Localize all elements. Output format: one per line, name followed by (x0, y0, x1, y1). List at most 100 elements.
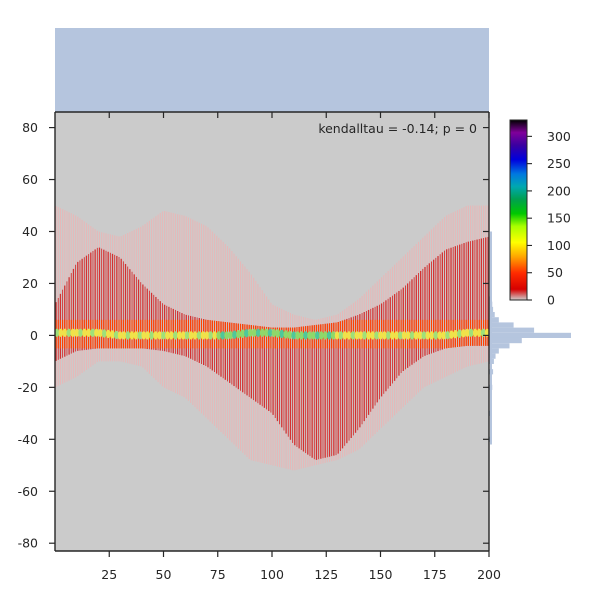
density-core-hexagon (255, 328, 261, 337)
density-core-hexagon (236, 330, 241, 339)
x-tick-label: 25 (101, 567, 117, 582)
colorbar-tick-label: 250 (547, 156, 571, 171)
colorbar-gradient (509, 119, 528, 301)
density-core-hexagon (176, 331, 182, 340)
hexbin-density (55, 205, 489, 471)
density-core-hexagon (90, 328, 95, 337)
density-core-hexagon (315, 331, 320, 340)
y-tick-label: -80 (18, 536, 38, 551)
marginal-y-histogram (489, 231, 571, 445)
density-core-hexagon (437, 331, 442, 340)
density-core-hexagon (409, 331, 415, 340)
density-core-hexagon (303, 331, 308, 340)
density-core-hexagon (326, 331, 332, 340)
density-core-hexagon (82, 328, 87, 337)
density-core-hexagon (232, 330, 237, 339)
density-core-hexagon (86, 328, 91, 337)
colorbar-tick-label: 150 (547, 211, 571, 226)
marginal-y-bar (489, 436, 491, 442)
density-core-hexagon (62, 328, 68, 337)
marginal-y-bar (489, 353, 496, 359)
density-core-hexagon (188, 331, 194, 340)
density-core-hexagon (78, 328, 83, 337)
colorbar-tick-label: 100 (547, 238, 571, 253)
density-core-hexagon (263, 328, 269, 337)
density-core-hexagon (153, 331, 158, 340)
density-core-hexagon (173, 331, 178, 340)
density-core-hexagon (433, 331, 439, 340)
x-tick-label: 175 (423, 567, 447, 582)
density-core-hexagon (125, 331, 131, 340)
y-tick-label: 80 (22, 120, 38, 135)
density-core-hexagon (382, 331, 387, 340)
density-core-hexagon (350, 331, 356, 340)
density-core-hexagon (283, 330, 289, 339)
x-tick-label: 150 (369, 567, 393, 582)
marginal-y-bar (489, 317, 499, 323)
density-core-hexagon (192, 331, 198, 340)
density-core-hexagon (358, 331, 364, 340)
density-core-hexagon (279, 329, 285, 339)
density-core-hexagon (461, 329, 466, 338)
density-core-hexagon (113, 330, 119, 340)
density-core-hexagon (157, 331, 162, 340)
marginal-y-bar (489, 348, 499, 354)
density-core-hexagon (102, 329, 107, 338)
marginal-y-bar (489, 332, 571, 338)
colorbar-tick-label: 0 (547, 293, 555, 308)
density-core-hexagon (137, 331, 143, 340)
density-core-hexagon (307, 331, 312, 340)
density-core-hexagon (338, 331, 344, 340)
x-tick-label: 75 (210, 567, 226, 582)
density-core-hexagon (421, 331, 427, 340)
density-core-hexagon (476, 328, 482, 337)
density-core-hexagon (291, 331, 297, 340)
density-core-hexagon (287, 330, 293, 340)
density-core-hexagon (441, 331, 446, 340)
x-axis-ticks: 25 50 75 100 125 150 175 200 (101, 112, 501, 582)
density-core-hexagon (354, 331, 360, 340)
density-core-hexagon (267, 328, 273, 337)
colorbar-ticks: 0 50 100 150 200 250 300 (527, 129, 571, 308)
density-core-hexagon (472, 328, 478, 337)
marginal-y-bar (489, 343, 510, 349)
y-tick-label: -40 (18, 432, 38, 447)
density-core-hexagon (196, 331, 202, 340)
density-core-hexagon (129, 331, 135, 340)
density-core-hexagon (240, 329, 245, 338)
density-core-hexagon (94, 328, 99, 337)
density-core-hexagon (417, 331, 423, 340)
density-core-hexagon (275, 329, 281, 338)
marginal-y-bar (489, 327, 535, 333)
density-core-hexagon (212, 331, 218, 340)
density-core-hexagon (322, 331, 328, 340)
density-core-hexagon (386, 331, 391, 340)
density-core-hexagon (319, 331, 324, 340)
y-axis-ticks: 80 60 40 20 0 -20 -40 -60 -80 (18, 120, 489, 551)
density-core-hexagon (117, 331, 123, 340)
x-tick-label: 200 (477, 567, 501, 582)
density-core-hexagon (346, 331, 352, 340)
density-core-hexagon (259, 328, 265, 337)
density-core-hexagon (390, 331, 395, 340)
density-core-hexagon (299, 331, 304, 340)
density-core-hexagon (244, 329, 249, 338)
y-tick-label: 40 (22, 224, 38, 239)
density-core-hexagon (445, 330, 450, 340)
density-core-hexagon (405, 331, 411, 340)
marginal-y-bar (489, 322, 514, 328)
marginal-x-histogram (55, 28, 489, 112)
density-core-hexagon (334, 331, 340, 340)
y-tick-label: -60 (18, 484, 38, 499)
density-core-hexagon (468, 328, 474, 337)
density-core-hexagon (271, 328, 277, 338)
density-core-hexagon (228, 330, 233, 340)
density-core-hexagon (457, 329, 462, 338)
density-core-hexagon (366, 331, 371, 340)
density-core-hexagon (330, 331, 336, 340)
density-core-hexagon (453, 330, 458, 339)
density-core-hexagon (133, 331, 139, 340)
density-core-hexagon (105, 329, 111, 339)
y-tick-label: 20 (22, 276, 38, 291)
